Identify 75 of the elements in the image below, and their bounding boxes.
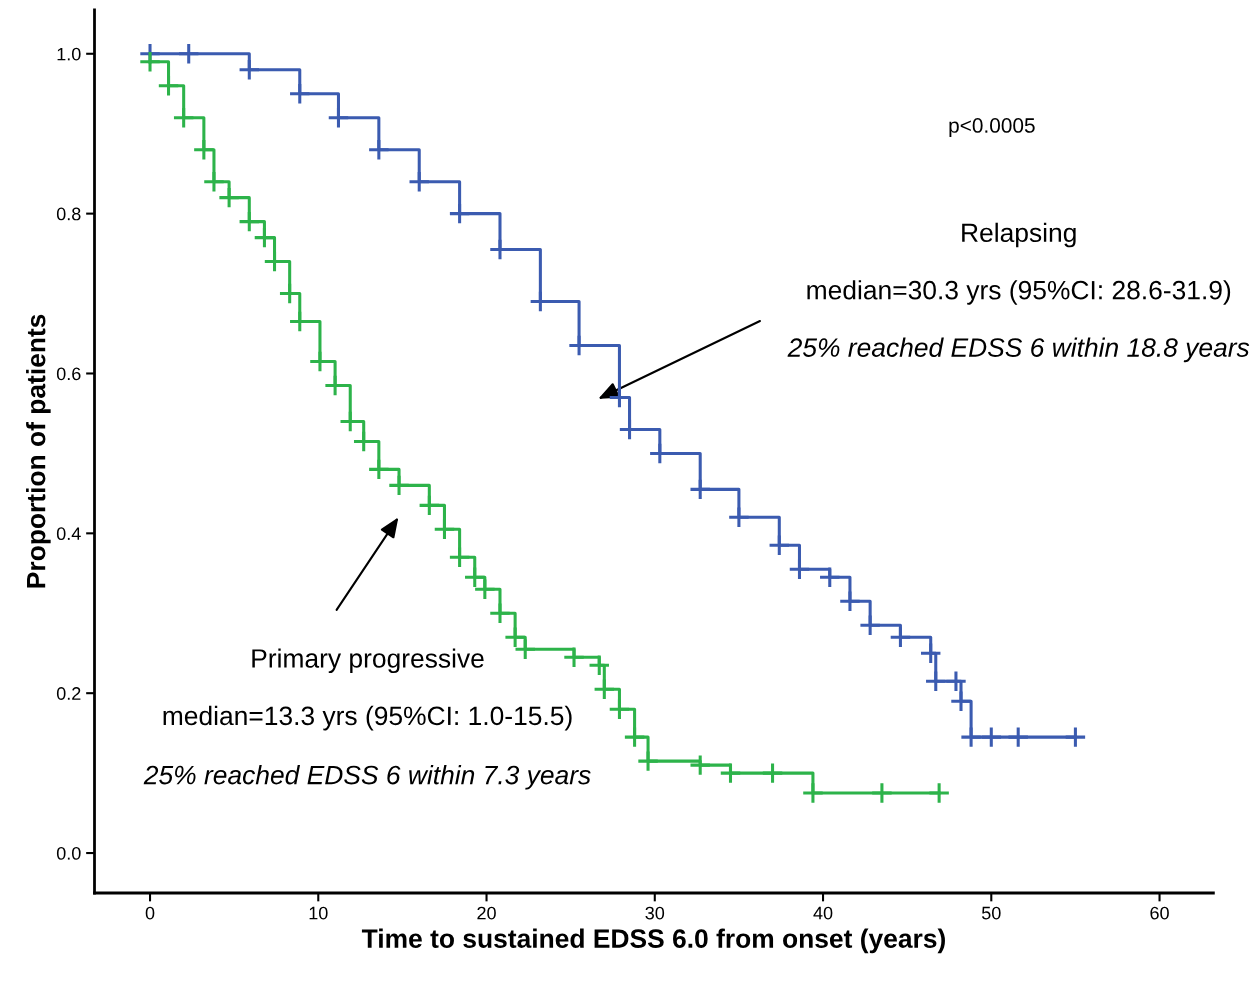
annotation: median=13.3 yrs (95%CI: 1.0-15.5) bbox=[163, 705, 572, 731]
y-tick-label: 0.0 bbox=[56, 846, 81, 860]
annotation: median=30.3 yrs (95%CI: 28.6-31.9) bbox=[807, 280, 1231, 305]
x-tick-label: 30 bbox=[645, 906, 665, 920]
point bbox=[157, 74, 180, 97]
point bbox=[238, 58, 261, 82]
point bbox=[177, 42, 200, 66]
point bbox=[238, 210, 261, 233]
point bbox=[588, 653, 611, 677]
point bbox=[327, 106, 350, 129]
point bbox=[959, 725, 983, 749]
point bbox=[433, 518, 456, 541]
point bbox=[253, 226, 276, 249]
x-tick-label: 20 bbox=[477, 906, 496, 920]
y-tick-label: 0.8 bbox=[56, 207, 81, 221]
y-tick-label: 0.6 bbox=[56, 367, 81, 381]
point bbox=[217, 186, 241, 209]
x-tick-label: 60 bbox=[1150, 906, 1169, 920]
x-tick-label: 50 bbox=[981, 906, 1001, 920]
y-tick-label: 0.2 bbox=[56, 687, 81, 700]
x-axis-title: Time to sustained EDSS 6.0 from onset (years) bbox=[361, 928, 945, 954]
point bbox=[858, 614, 882, 637]
point bbox=[870, 781, 894, 805]
point bbox=[448, 202, 471, 225]
point bbox=[367, 138, 391, 161]
point bbox=[944, 669, 968, 693]
point bbox=[727, 506, 751, 529]
point bbox=[138, 50, 162, 74]
point bbox=[172, 106, 195, 129]
point bbox=[367, 458, 391, 481]
point bbox=[1006, 725, 1030, 749]
y-tick-label: 1.0 bbox=[57, 47, 81, 61]
point bbox=[562, 645, 586, 669]
annotation: p<0.0005 bbox=[949, 118, 1035, 137]
point bbox=[919, 641, 942, 665]
point bbox=[927, 781, 951, 805]
point bbox=[418, 494, 441, 517]
annotation: Primary progressive bbox=[252, 648, 484, 674]
point bbox=[688, 753, 712, 777]
point bbox=[636, 749, 660, 773]
point bbox=[288, 82, 312, 105]
point bbox=[1064, 725, 1087, 749]
x-tick-label: 0 bbox=[145, 906, 155, 920]
x-tick-label: 10 bbox=[309, 906, 328, 920]
point bbox=[192, 138, 216, 161]
point bbox=[513, 637, 537, 661]
point bbox=[488, 602, 512, 625]
point bbox=[608, 697, 631, 721]
point bbox=[202, 170, 226, 193]
point bbox=[801, 781, 825, 805]
point bbox=[688, 478, 712, 501]
point bbox=[503, 625, 527, 649]
point bbox=[788, 558, 811, 581]
y-tick-label: 0.4 bbox=[56, 527, 81, 541]
annotation: 25% reached EDSS 6 within 7.3 years bbox=[143, 765, 591, 790]
point bbox=[818, 566, 842, 589]
point bbox=[407, 170, 431, 193]
x-tick-label: 40 bbox=[813, 906, 833, 920]
point bbox=[768, 534, 791, 557]
point bbox=[924, 669, 948, 693]
point bbox=[387, 474, 411, 497]
point bbox=[949, 689, 973, 713]
point bbox=[463, 566, 486, 589]
annotation: Relapsing bbox=[962, 222, 1076, 248]
point bbox=[980, 725, 1003, 749]
point bbox=[593, 677, 616, 701]
point bbox=[761, 761, 784, 785]
annotation: 25% reached EDSS 6 within 18.8 years bbox=[787, 337, 1250, 363]
point bbox=[448, 546, 471, 569]
point bbox=[838, 590, 862, 613]
y-axis-title: Proportion of patients bbox=[26, 314, 51, 588]
point bbox=[719, 761, 742, 785]
point bbox=[889, 625, 912, 649]
point bbox=[623, 725, 646, 749]
point bbox=[473, 578, 497, 601]
